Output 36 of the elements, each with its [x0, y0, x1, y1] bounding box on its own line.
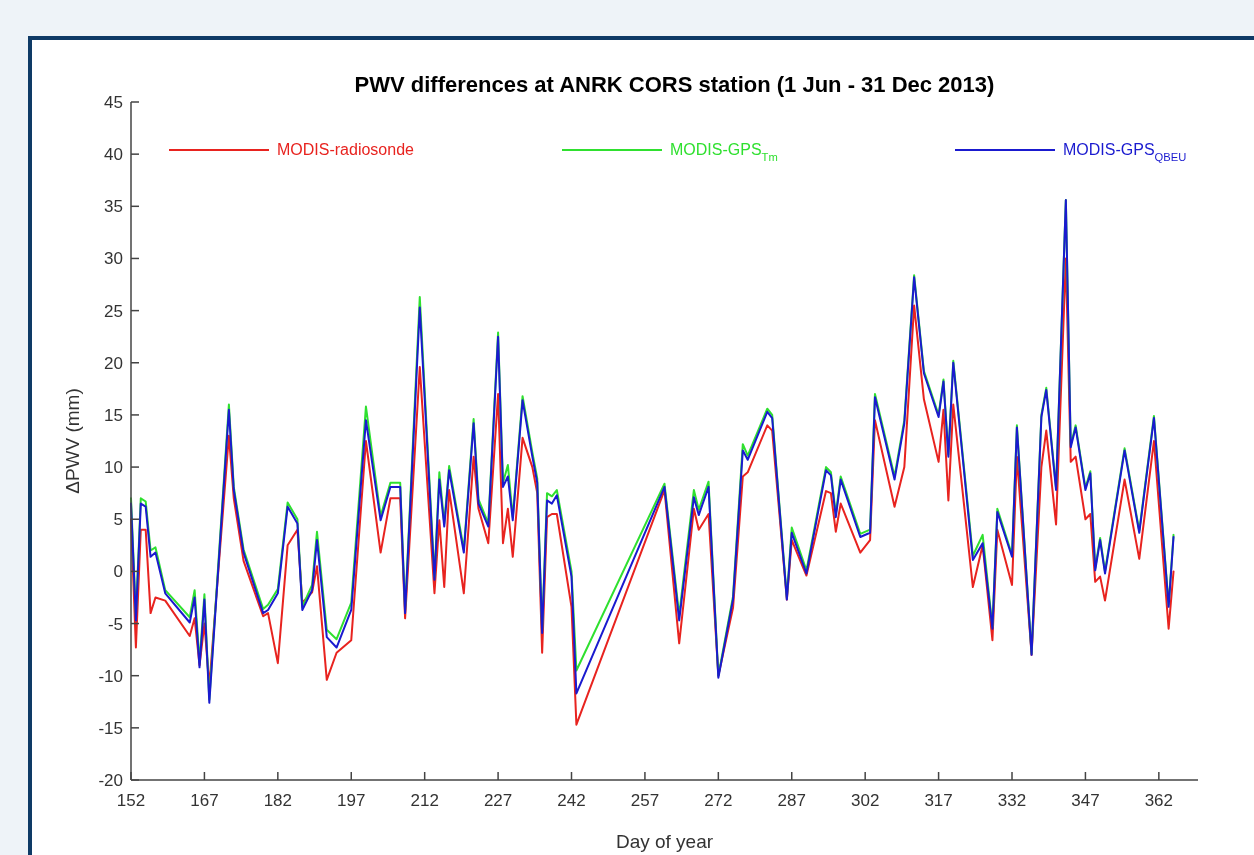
- x-tick-label: 287: [777, 791, 806, 810]
- x-tick-label: 347: [1071, 791, 1100, 810]
- y-tick-label: 35: [104, 197, 123, 217]
- x-axis-title: Day of year: [615, 831, 714, 852]
- text: MODIS-GPS$_{Tm}$: [670, 141, 778, 163]
- x-tick-label: 362: [1144, 791, 1174, 810]
- y-tick-label: -20: [98, 771, 123, 790]
- line-series: [130, 257, 1175, 726]
- y-tick-label: 20: [104, 353, 123, 373]
- y-tick-label: 5: [113, 510, 123, 530]
- chart-title: PWV differences at ANRK CORS station (1 Jun - 31 Dec 2013): [354, 72, 995, 97]
- y-tick-label: 15: [104, 405, 123, 425]
- y-tick-label: 10: [104, 458, 123, 478]
- y-tick-label: -10: [98, 666, 123, 686]
- y-tick-label: 0: [113, 562, 123, 582]
- x-tick-label: 257: [630, 791, 660, 810]
- x-tick-label: 272: [704, 791, 733, 810]
- x-tick-label: 302: [850, 791, 880, 810]
- x-tick-label: 152: [116, 791, 146, 810]
- y-tick-label: 25: [104, 301, 123, 321]
- x-tick-label: 332: [997, 791, 1027, 810]
- y-tick-label: 45: [104, 93, 123, 112]
- x-tick-label: 242: [557, 791, 586, 810]
- x-tick-label: 167: [190, 791, 219, 810]
- y-tick-label: -15: [98, 718, 123, 738]
- x-tick-label: 317: [924, 791, 953, 810]
- y-tick-label: -5: [107, 614, 123, 634]
- y-axis-title: ΔPWV (mm): [62, 388, 83, 494]
- text: MODIS-GPS$_{QBEU}$: [1063, 141, 1187, 163]
- x-tick-label: 227: [483, 791, 513, 810]
- text: MODIS-radiosonde: [277, 141, 415, 158]
- x-tick-label: 212: [410, 791, 439, 810]
- x-tick-label: 197: [337, 791, 366, 810]
- x-tick-label: 182: [263, 791, 293, 810]
- y-tick-label: 40: [104, 145, 123, 165]
- y-tick-label: 30: [104, 249, 123, 269]
